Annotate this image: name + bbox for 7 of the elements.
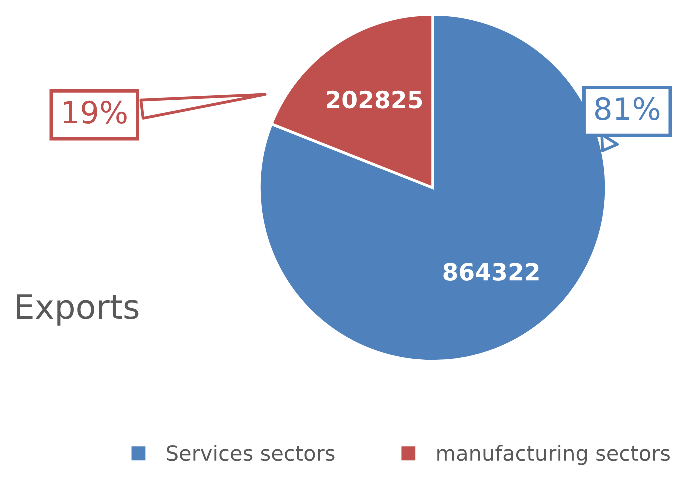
data-label: 202825 [327,90,422,109]
legend-label: Services sectors [167,445,335,462]
text: 19% [64,100,127,124]
text: 81% [595,97,660,121]
legend-label: manufacturing sectors [438,445,670,466]
data-label: 864322 [444,263,539,281]
text: Exports [17,294,139,326]
